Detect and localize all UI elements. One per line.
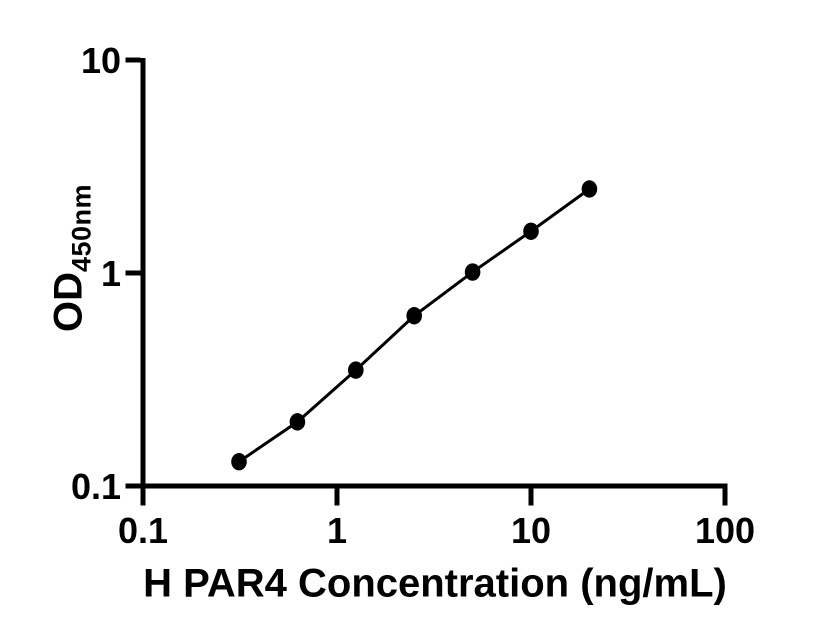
data-point [289, 413, 306, 431]
y-axis-tick-label: 0.1 [71, 466, 121, 507]
y-axis-title: OD450nm [47, 184, 98, 332]
x-axis-title: H PAR4 Concentration (ng/mL) [143, 561, 727, 606]
data-point [581, 180, 598, 198]
x-axis-tick-label: 10 [511, 510, 551, 551]
y-axis-title-subscript: 450nm [66, 183, 97, 273]
x-axis-tick-label: 100 [695, 510, 755, 551]
data-point [523, 222, 539, 240]
data-point [348, 361, 364, 379]
y-axis-title-main: OD [46, 272, 91, 333]
data-point [231, 453, 247, 471]
x-axis-tick-label: 0.1 [118, 510, 168, 551]
data-point [406, 307, 423, 325]
y-axis-tick-label: 1 [101, 253, 121, 294]
x-axis-tick-label: 1 [327, 510, 347, 551]
data-point [464, 263, 481, 281]
y-axis-tick-label: 10 [81, 40, 121, 81]
